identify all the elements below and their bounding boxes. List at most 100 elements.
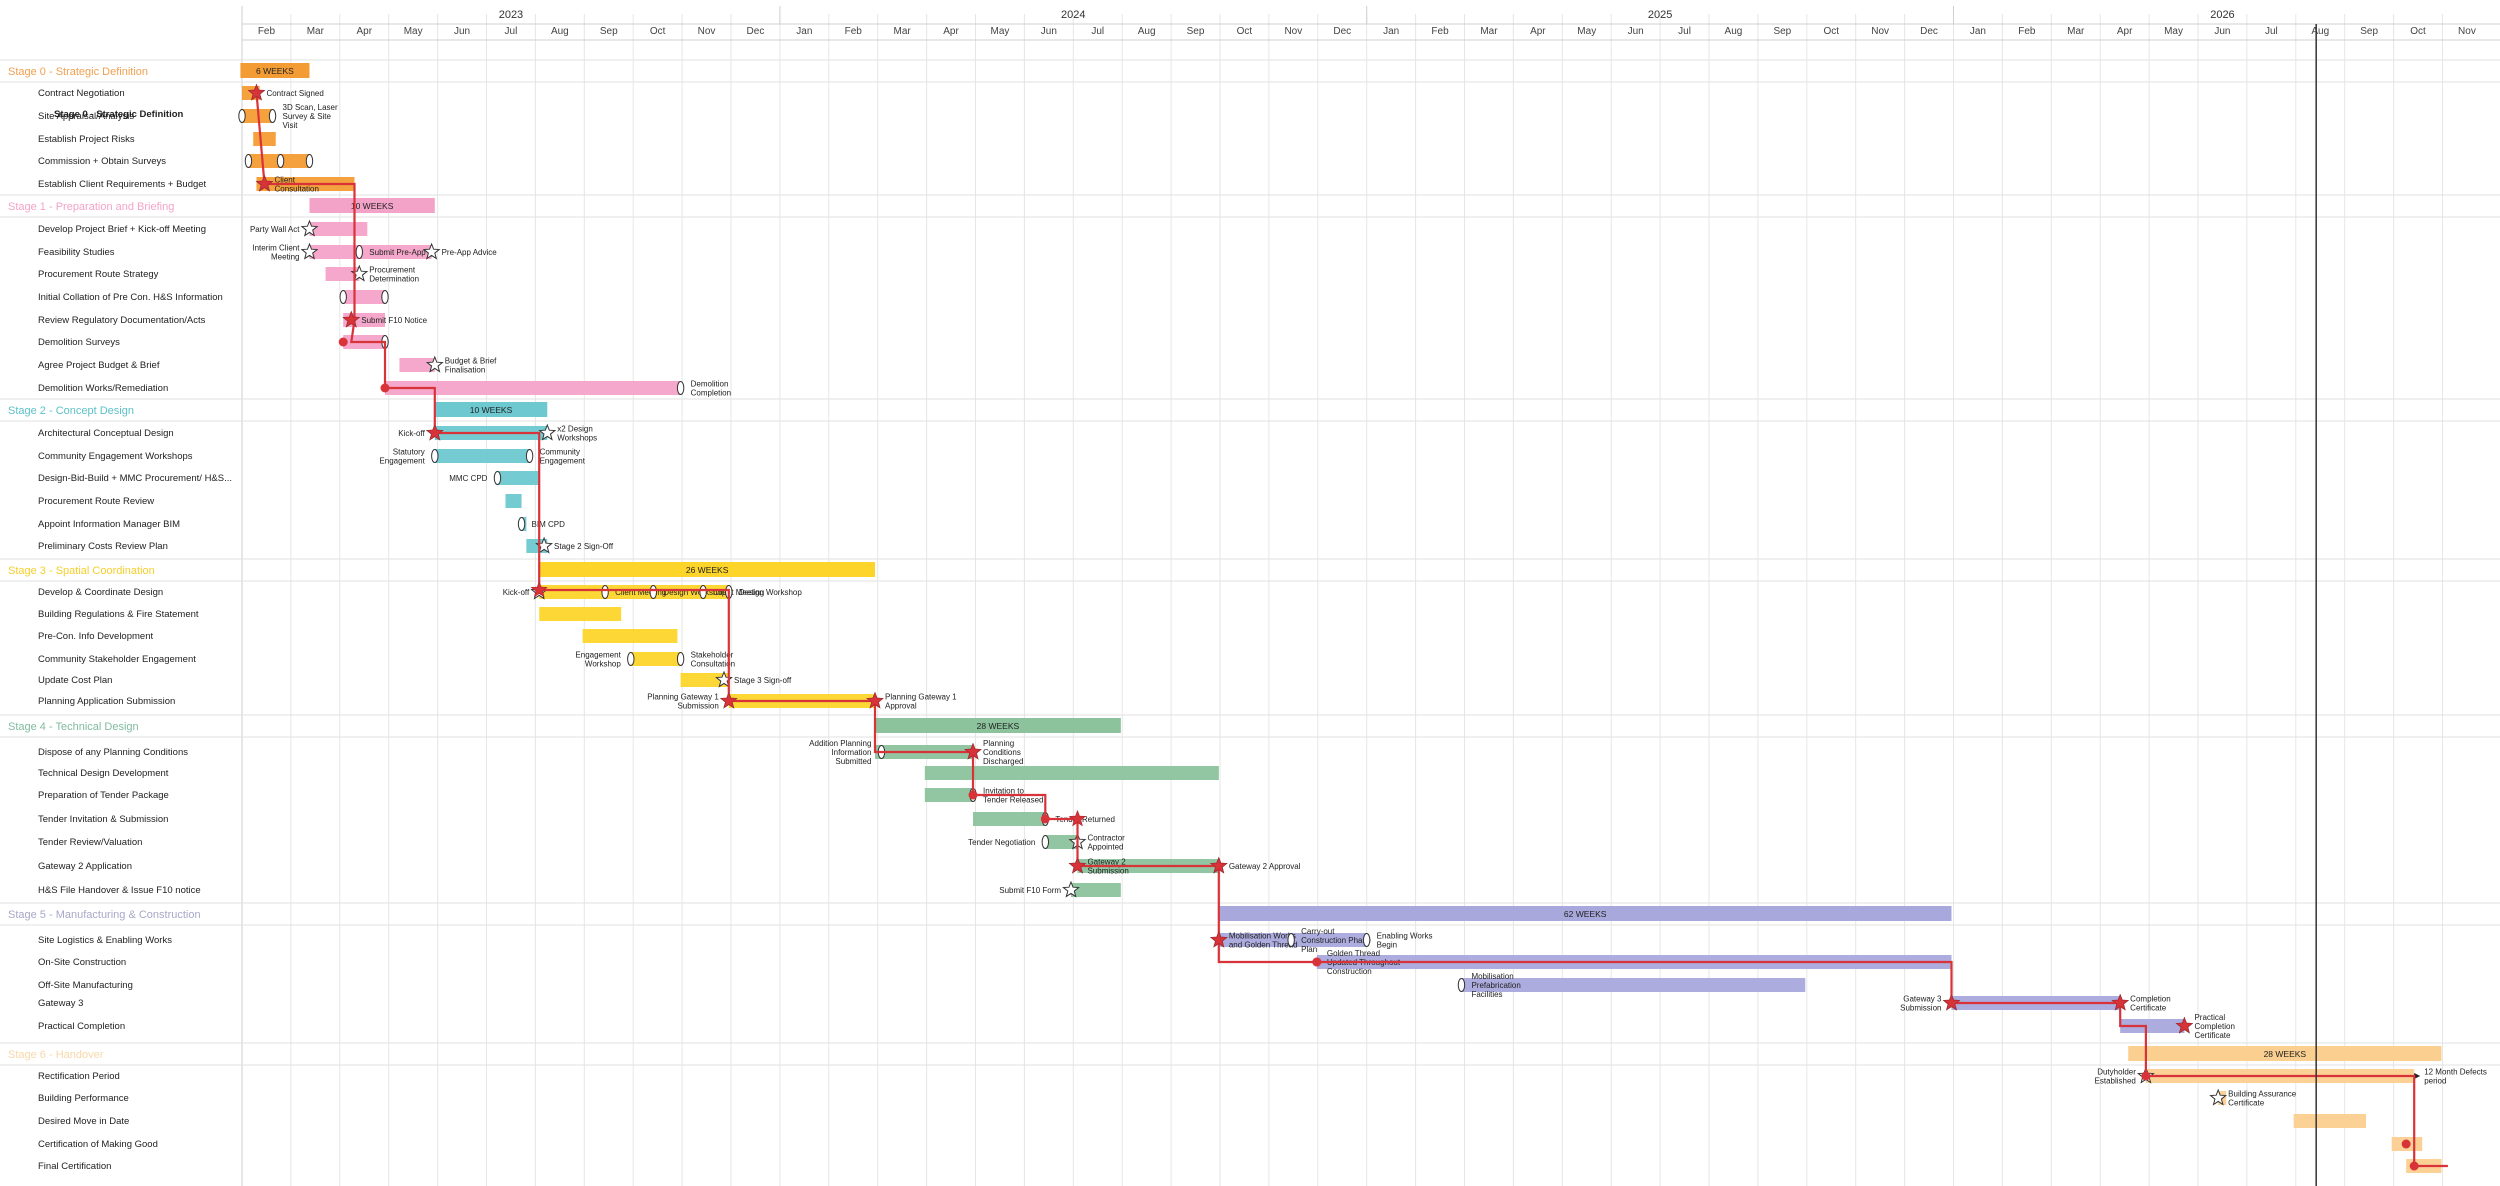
milestone-label: Stage 3 Sign-off <box>734 676 792 685</box>
milestone-oval <box>244 154 253 168</box>
task-bar <box>325 267 360 281</box>
task-label: Building Performance <box>38 1093 129 1104</box>
task-label: Architectural Conceptual Design <box>38 428 174 439</box>
milestone-label: Contractor Appointed <box>1087 834 1125 852</box>
task-label: Technical Design Development <box>38 768 169 779</box>
task-label: Off-Site Manufacturing <box>38 980 133 991</box>
stage-summary-bar <box>434 402 548 417</box>
task-label: Procurement Route Review <box>38 496 154 507</box>
milestone-label: Party Wall Act <box>250 225 300 234</box>
milestone-label: Completion Certificate <box>2130 995 2170 1013</box>
milestone-oval <box>649 585 658 599</box>
task-bar <box>2120 1019 2185 1033</box>
year-label: 2025 <box>1648 9 1672 21</box>
month-tick-label: Jan <box>1383 26 1399 37</box>
task-label: Procurement Route Strategy <box>38 269 159 280</box>
task-label: Contract Negotiation <box>38 88 125 99</box>
milestone-label: Tender Returned <box>1055 815 1115 824</box>
task-label: Agree Project Budget & Brief <box>38 360 160 371</box>
task-label: Building Regulations & Fire Statement <box>38 609 199 620</box>
task-bar <box>309 245 432 259</box>
task-label: Design-Bid-Build + MMC Procurement/ H&S.… <box>38 473 232 484</box>
task-label: Site Appraisal/Analysis <box>38 111 134 122</box>
stage-summary-bar <box>240 63 310 78</box>
milestone-oval <box>699 585 707 599</box>
milestone-label: Building Assurance Certificate <box>2228 1090 2297 1108</box>
milestone-star <box>422 242 441 260</box>
month-tick-label: Mar <box>1480 26 1498 37</box>
overlay-label: Stage 0 - Strategic Definition <box>54 109 184 120</box>
stage-duration-label: 10 WEEKS <box>351 201 394 211</box>
stage-summary-bar <box>1218 906 1952 921</box>
task-label: Planning Application Submission <box>38 696 175 707</box>
milestone-label: Submit F10 Notice <box>361 316 427 325</box>
milestone-oval <box>431 449 439 463</box>
month-tick-label: Jun <box>454 26 470 37</box>
task-label: Develop & Coordinate Design <box>38 587 163 598</box>
milestone-label: Submit Pre-App <box>369 248 426 257</box>
milestone-label: x2 Design Workshops <box>557 425 597 443</box>
month-tick-label: Jul <box>505 26 518 37</box>
critical-milestone-star <box>2175 1016 2194 1034</box>
stage-duration-label: 6 WEEKS <box>256 66 294 76</box>
milestone-star <box>300 242 319 260</box>
milestone-label: Community Engagement <box>540 448 586 466</box>
month-tick-label: Dec <box>1333 26 1351 37</box>
milestone-oval <box>676 381 685 395</box>
task-bar <box>1045 835 1078 849</box>
milestone-star <box>425 355 444 373</box>
milestone-label: Submit F10 Form <box>999 886 1061 895</box>
month-tick-label: Nov <box>1871 26 1889 37</box>
critical-dot <box>968 790 978 800</box>
milestone-label: Pre-App Advice <box>442 248 498 257</box>
task-bar <box>309 222 368 236</box>
task-bar <box>434 449 530 463</box>
milestone-oval <box>676 652 685 666</box>
month-tick-label: Sep <box>1773 26 1791 37</box>
milestone-label: Demolition Completion <box>691 380 731 398</box>
critical-milestone-star <box>2111 993 2129 1011</box>
milestone-label: Gateway 3 Submission <box>1900 995 1942 1013</box>
month-tick-label: Aug <box>2311 26 2329 37</box>
stage-duration-label: 10 WEEKS <box>470 405 513 415</box>
milestone-label: Engagement Workshop <box>575 651 621 669</box>
task-label: On-Site Construction <box>38 957 126 968</box>
milestone-oval <box>517 517 526 531</box>
month-tick-label: May <box>2164 26 2183 37</box>
task-label: Establish Project Risks <box>38 134 135 145</box>
task-label: Commission + Obtain Surveys <box>38 156 166 167</box>
task-bar <box>253 132 276 146</box>
task-label: Establish Client Requirements + Budget <box>38 179 207 190</box>
stage-duration-label: 28 WEEKS <box>2264 1049 2307 1059</box>
month-tick-label: May <box>1577 26 1596 37</box>
milestone-label: Planning Conditions Discharged <box>983 739 1023 766</box>
month-tick-label: Mar <box>307 26 325 37</box>
milestone-label: Kick-off <box>398 429 425 438</box>
milestone-oval <box>339 290 347 304</box>
month-tick-label: Oct <box>2410 26 2426 37</box>
stage-label: Stage 0 - Strategic Definition <box>8 66 148 78</box>
task-label: Develop Project Brief + Kick-off Meeting <box>38 224 206 235</box>
task-bar <box>384 381 681 395</box>
milestone-oval <box>525 449 534 463</box>
stage-label: Stage 4 - Technical Design <box>8 721 139 733</box>
month-tick-label: Oct <box>1237 26 1253 37</box>
stage-label: Stage 1 - Preparation and Briefing <box>8 201 174 213</box>
month-tick-label: Jul <box>1091 26 1104 37</box>
stage-summary-bar <box>2128 1046 2442 1061</box>
year-label: 2024 <box>1061 9 1085 21</box>
month-tick-label: Feb <box>1431 26 1449 37</box>
milestone-oval <box>493 471 502 485</box>
task-label: Pre-Con. Info Development <box>38 631 153 642</box>
critical-milestone-star <box>964 742 982 760</box>
milestone-label: Gateway 2 Submission <box>1087 858 1128 876</box>
milestone-label: Contract Signed <box>266 89 323 98</box>
milestone-star <box>300 219 319 237</box>
critical-milestone-star <box>1210 856 1228 874</box>
critical-dot <box>1312 957 1322 967</box>
task-bar <box>539 585 729 599</box>
milestone-label: Enabling Works Begin <box>1377 932 1433 950</box>
milestone-label: Client Meeting <box>615 588 666 597</box>
milestone-label: Addition Planning Information Submitted <box>809 739 871 766</box>
